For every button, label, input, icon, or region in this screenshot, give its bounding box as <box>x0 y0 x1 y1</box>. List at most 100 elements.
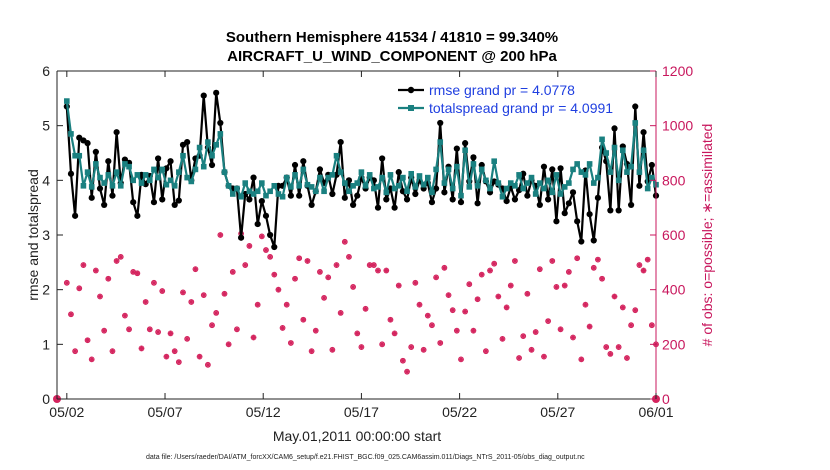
rmse-point <box>246 196 253 203</box>
y2-tick-label: 1200 <box>662 63 693 79</box>
y2-tick-label: 800 <box>662 172 686 188</box>
rmse-point <box>130 199 137 206</box>
totalspread-point <box>607 169 614 175</box>
totalspread-point <box>470 161 477 167</box>
obs-assimilated-point <box>354 330 360 336</box>
obs-assimilated-point <box>242 262 248 268</box>
obs-assimilated-point <box>217 232 223 238</box>
obs-assimilated-point <box>358 344 365 350</box>
rmse-point <box>578 238 585 245</box>
totalspread-point <box>283 174 290 181</box>
totalspread-point <box>300 166 307 173</box>
obs-assimilated-point <box>196 354 203 360</box>
obs-assimilated-point <box>155 329 161 335</box>
totalspread-point <box>557 191 564 197</box>
obs-assimilated-point <box>296 255 302 261</box>
obs-assimilated-point <box>632 307 638 313</box>
obs-assimilated-point <box>491 261 497 267</box>
totalspread-point <box>84 169 91 175</box>
obs-assimilated-point <box>520 333 526 339</box>
totalspread-point <box>321 188 327 195</box>
obs-assimilated-point <box>595 257 601 263</box>
rmse-point <box>308 201 315 209</box>
obs-assimilated-point <box>201 292 207 298</box>
rmse-point <box>569 189 577 196</box>
rmse-point <box>557 165 564 172</box>
obs-assimilated-point <box>163 354 169 360</box>
totalspread-point <box>68 131 74 137</box>
obs-assimilated-point <box>645 257 651 263</box>
plot-background <box>57 71 656 399</box>
rmse-point <box>441 189 448 196</box>
obs-assimilated-point <box>545 318 551 324</box>
totalspread-point <box>229 191 236 197</box>
obs-assimilated-point <box>429 322 435 328</box>
obs-assimilated-point <box>271 272 277 278</box>
totalspread-point <box>350 183 356 189</box>
totalspread-point <box>570 166 576 173</box>
x-tick-label: 05/17 <box>344 404 379 420</box>
obs-assimilated-point <box>533 329 539 335</box>
totalspread-point <box>221 169 228 175</box>
totalspread-point <box>250 191 257 197</box>
totalspread-point <box>408 170 414 177</box>
obs-assimilated-point <box>167 330 174 336</box>
rmse-point <box>217 119 224 127</box>
totalspread-point <box>582 172 589 178</box>
totalspread-point <box>134 172 141 178</box>
totalspread-point <box>429 189 435 196</box>
obs-assimilated-point <box>479 272 485 278</box>
totalspread-point <box>578 169 585 175</box>
obs-assimilated-point <box>126 326 132 332</box>
obs-assimilated-point <box>205 362 211 368</box>
totalspread-point <box>292 172 298 178</box>
rmse-point <box>354 192 361 199</box>
totalspread-point <box>537 180 543 186</box>
totalspread-point <box>105 172 112 178</box>
legend-rmse-label: rmse grand pr = 4.0778 <box>429 82 575 98</box>
rmse-point <box>267 231 274 239</box>
rmse-point <box>72 212 79 219</box>
y2-tick-label: 1000 <box>662 118 693 134</box>
rmse-point <box>88 194 95 201</box>
totalspread-point <box>122 161 128 167</box>
totalspread-point <box>624 169 630 175</box>
legend: rmse grand pr = 4.0778 totalspread grand… <box>398 82 613 116</box>
rmse-point <box>271 243 278 251</box>
rmse-point <box>590 237 597 244</box>
rmse-point <box>395 169 402 176</box>
rmse-point <box>150 199 158 206</box>
totalspread-point <box>109 183 116 189</box>
obs-assimilated-point <box>537 266 543 272</box>
rmse-point <box>636 182 643 189</box>
totalspread-point <box>184 174 190 181</box>
obs-assimilated-point <box>562 282 568 289</box>
obs-assimilated-point <box>512 258 518 264</box>
totalspread-point <box>424 174 431 181</box>
obs-assimilated-point <box>279 325 286 331</box>
rmse-point <box>640 129 647 136</box>
rmse-point <box>470 154 477 161</box>
totalspread-point <box>400 174 406 181</box>
totalspread-point <box>354 180 361 186</box>
rmse-point <box>615 207 622 214</box>
obs-assimilated-point <box>557 326 564 332</box>
totalspread-point <box>254 188 261 195</box>
obs-assimilated-point <box>176 359 182 365</box>
totalspread-point <box>640 147 647 154</box>
totalspread-point <box>603 150 610 156</box>
obs-assimilated-point <box>470 328 477 334</box>
totalspread-point <box>308 184 315 190</box>
obs-assimilated-point <box>524 291 530 297</box>
legend-spread-marker <box>408 105 414 111</box>
totalspread-point <box>101 180 107 186</box>
totalspread-point <box>516 172 522 178</box>
obs-assimilated-point <box>246 243 252 249</box>
obs-assimilated-point <box>138 345 145 352</box>
obs-assimilated-point <box>122 313 128 319</box>
obs-assimilated-point <box>462 308 468 315</box>
totalspread-point <box>312 188 319 195</box>
obs-assimilated-point <box>300 317 306 323</box>
x-tick-label: 05/27 <box>540 404 575 420</box>
totalspread-point <box>296 183 302 189</box>
